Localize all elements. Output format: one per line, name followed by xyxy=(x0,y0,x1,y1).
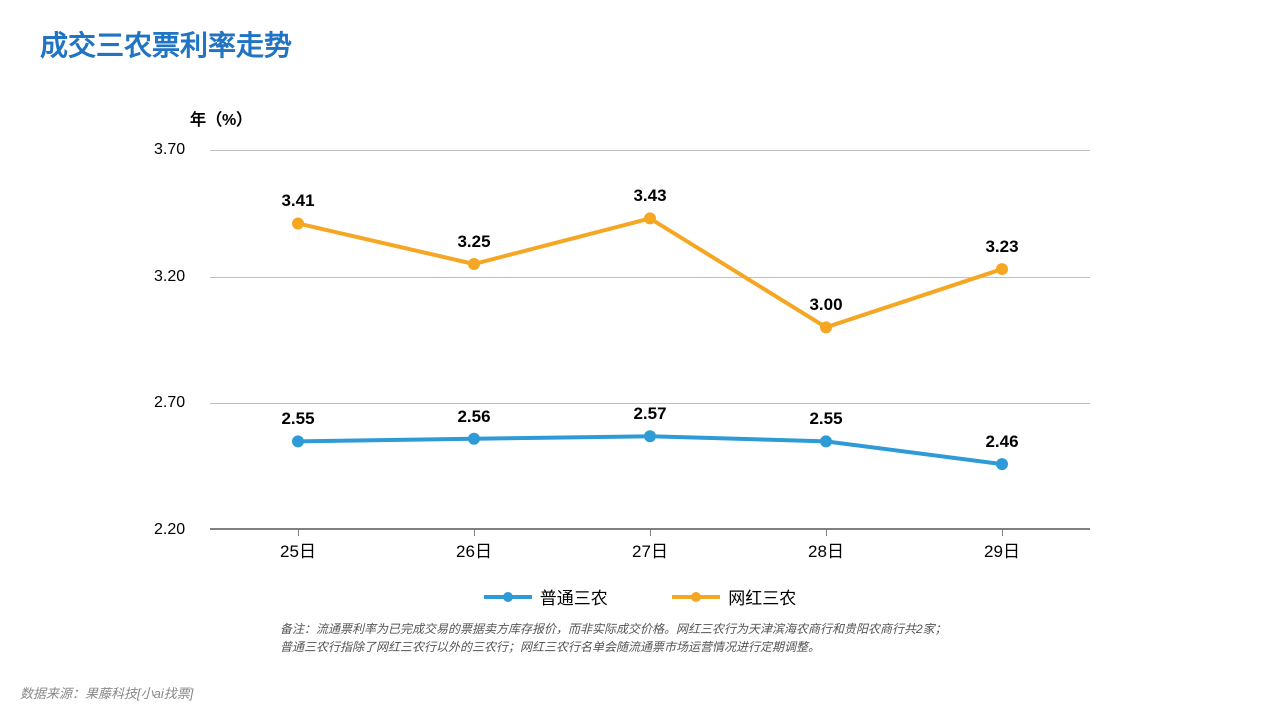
legend-item-series1: 普通三农 xyxy=(484,584,608,609)
data-point xyxy=(996,458,1008,470)
x-tick-mark xyxy=(1002,530,1003,536)
data-label: 2.57 xyxy=(633,404,666,424)
x-tick-label: 25日 xyxy=(280,537,316,562)
slide-container: 成交三农票利率走势 年（%） 2.202.703.203.70 25日26日27… xyxy=(0,0,1280,720)
data-label: 2.55 xyxy=(281,409,314,429)
line-chart-svg xyxy=(210,150,1090,530)
footnote-line2: 普通三农行指除了网红三农行以外的三农行；网红三农行名单会随流通票市场运营情况进行… xyxy=(280,638,1060,656)
legend-label-series1: 普通三农 xyxy=(540,584,608,609)
chart-legend: 普通三农 网红三农 xyxy=(0,584,1280,609)
chart-title: 成交三农票利率走势 xyxy=(40,24,292,64)
data-point xyxy=(468,433,480,445)
y-tick-label: 2.20 xyxy=(154,521,185,539)
data-label: 2.46 xyxy=(985,432,1018,452)
chart-plot-area: 2.202.703.203.70 25日26日27日28日29日 2.552.5… xyxy=(210,150,1090,530)
data-source: 数据来源：果藤科技[小ai找票] xyxy=(20,683,193,702)
data-label: 3.00 xyxy=(809,295,842,315)
data-point xyxy=(292,435,304,447)
x-tick-mark xyxy=(298,530,299,536)
legend-item-series2: 网红三农 xyxy=(672,584,796,609)
x-tick-label: 27日 xyxy=(632,537,668,562)
footnote: 备注：流通票利率为已完成交易的票据卖方库存报价，而非实际成交价格。网红三农行为天… xyxy=(280,620,1060,656)
data-point xyxy=(292,217,304,229)
footnote-line1: 备注：流通票利率为已完成交易的票据卖方库存报价，而非实际成交价格。网红三农行为天… xyxy=(280,620,1060,638)
x-tick-mark xyxy=(826,530,827,536)
legend-label-series2: 网红三农 xyxy=(728,584,796,609)
data-point xyxy=(820,435,832,447)
data-point xyxy=(644,430,656,442)
y-tick-label: 3.20 xyxy=(154,268,185,286)
data-label: 3.23 xyxy=(985,237,1018,257)
series-line xyxy=(298,218,1002,327)
x-tick-label: 28日 xyxy=(808,537,844,562)
x-tick-mark xyxy=(474,530,475,536)
data-point xyxy=(820,321,832,333)
legend-swatch-series2 xyxy=(672,595,720,599)
x-tick-label: 29日 xyxy=(984,537,1020,562)
data-point xyxy=(644,212,656,224)
y-tick-label: 3.70 xyxy=(154,141,185,159)
data-label: 2.55 xyxy=(809,409,842,429)
y-axis-label: 年（%） xyxy=(190,106,252,130)
data-point xyxy=(468,258,480,270)
data-label: 3.41 xyxy=(281,191,314,211)
y-tick-label: 2.70 xyxy=(154,394,185,412)
data-label: 3.43 xyxy=(633,186,666,206)
legend-swatch-series1 xyxy=(484,595,532,599)
data-label: 3.25 xyxy=(457,232,490,252)
data-label: 2.56 xyxy=(457,407,490,427)
x-tick-label: 26日 xyxy=(456,537,492,562)
data-point xyxy=(996,263,1008,275)
x-tick-mark xyxy=(650,530,651,536)
